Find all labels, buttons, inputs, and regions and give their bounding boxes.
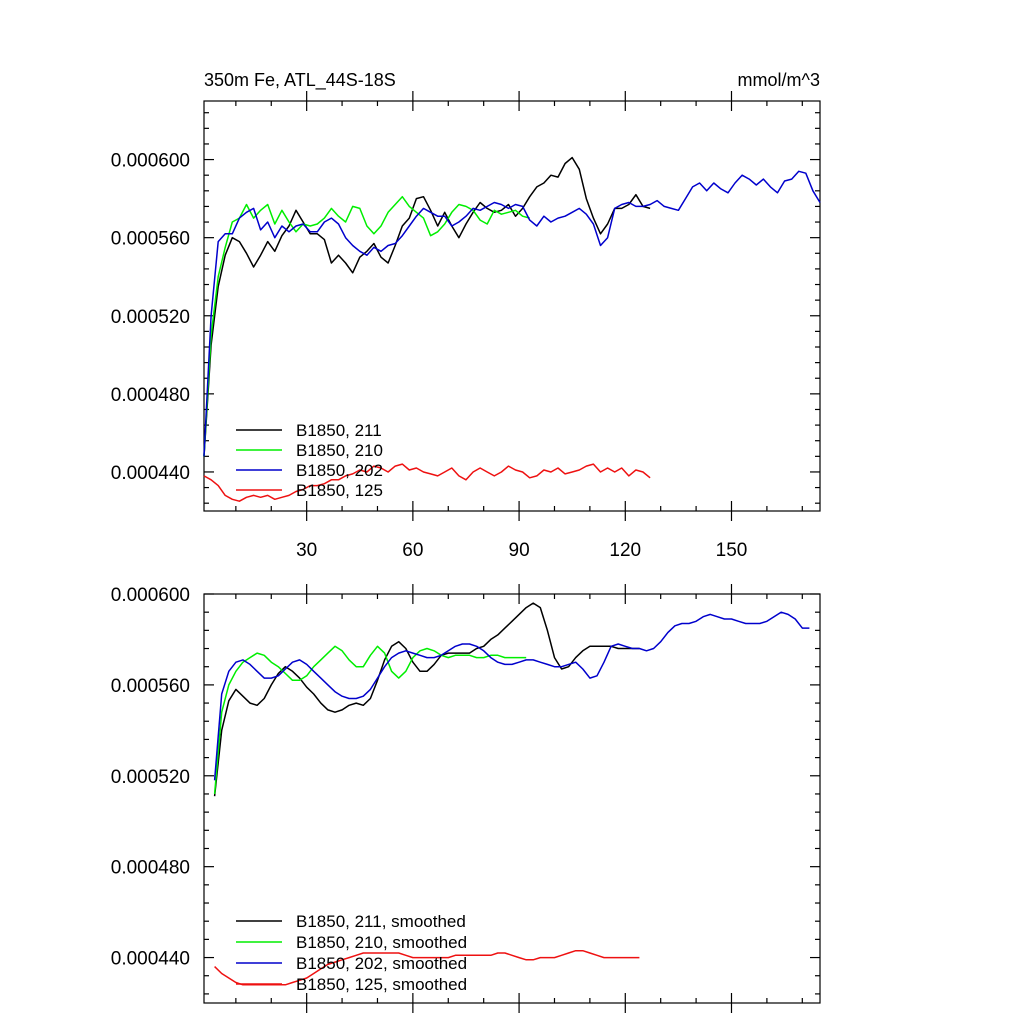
bottom-ytick-label: 0.000480 xyxy=(111,858,190,879)
top-series-line-4 xyxy=(203,463,651,502)
bottom-ytick-label: 0.000520 xyxy=(111,767,190,788)
top-ytick-label: 0.000440 xyxy=(111,463,190,484)
top-chart-title: 350m Fe, ATL_44S-18S xyxy=(204,70,396,91)
top-series-line-3 xyxy=(203,170,821,457)
bottom-series-line-3 xyxy=(213,611,810,781)
bottom-ytick-label: 0.000560 xyxy=(111,676,190,697)
top-ytick-label: 0.000520 xyxy=(111,307,190,328)
top-legend-label-2: B1850, 210 xyxy=(296,441,383,460)
top-series-line-1 xyxy=(203,156,651,457)
top-xtick-label: 90 xyxy=(509,540,530,561)
top-xtick-label: 60 xyxy=(402,540,423,561)
bottom-legend-label-4: B1850, 125, smoothed xyxy=(296,975,467,994)
bottom-plot-frame xyxy=(203,593,821,1004)
bottom-series-line-1 xyxy=(213,602,640,797)
top-xtick-label: 150 xyxy=(716,540,748,561)
bottom-series-line-2 xyxy=(213,645,527,795)
top-plot-frame xyxy=(203,100,821,512)
top-ytick-label: 0.000560 xyxy=(111,229,190,250)
top-legend-label-4: B1850, 125 xyxy=(296,481,383,500)
bottom-panel: 0.000440 0.000480 0.000520 0.000560 0.000600… xyxy=(111,584,821,1013)
top-xtick-label: 30 xyxy=(296,540,317,561)
bottom-series-line-4 xyxy=(214,949,640,986)
bottom-legend-label-2: B1850, 210, smoothed xyxy=(296,933,467,952)
bottom-legend-label-1: B1850, 211, smoothed xyxy=(296,912,466,931)
bottom-ytick-label: 0.000600 xyxy=(111,585,190,606)
bottom-legend-label-3: B1850, 202, smoothed xyxy=(296,954,467,973)
bottom-ytick-label: 0.000440 xyxy=(111,949,190,970)
top-series-line-2 xyxy=(203,195,530,457)
top-ytick-label: 0.000600 xyxy=(111,151,190,172)
top-xtick-label: 120 xyxy=(609,540,641,561)
top-chart-units: mmol/m^3 xyxy=(738,70,820,90)
top-legend-label-3: B1850, 202 xyxy=(296,461,383,480)
top-ytick-label: 0.000480 xyxy=(111,385,190,406)
top-legend-label-1: B1850, 211 xyxy=(296,421,382,440)
top-panel: 350m Fe, ATL_44S-18S mmol/m^3 0.000440 0.… xyxy=(111,70,821,561)
